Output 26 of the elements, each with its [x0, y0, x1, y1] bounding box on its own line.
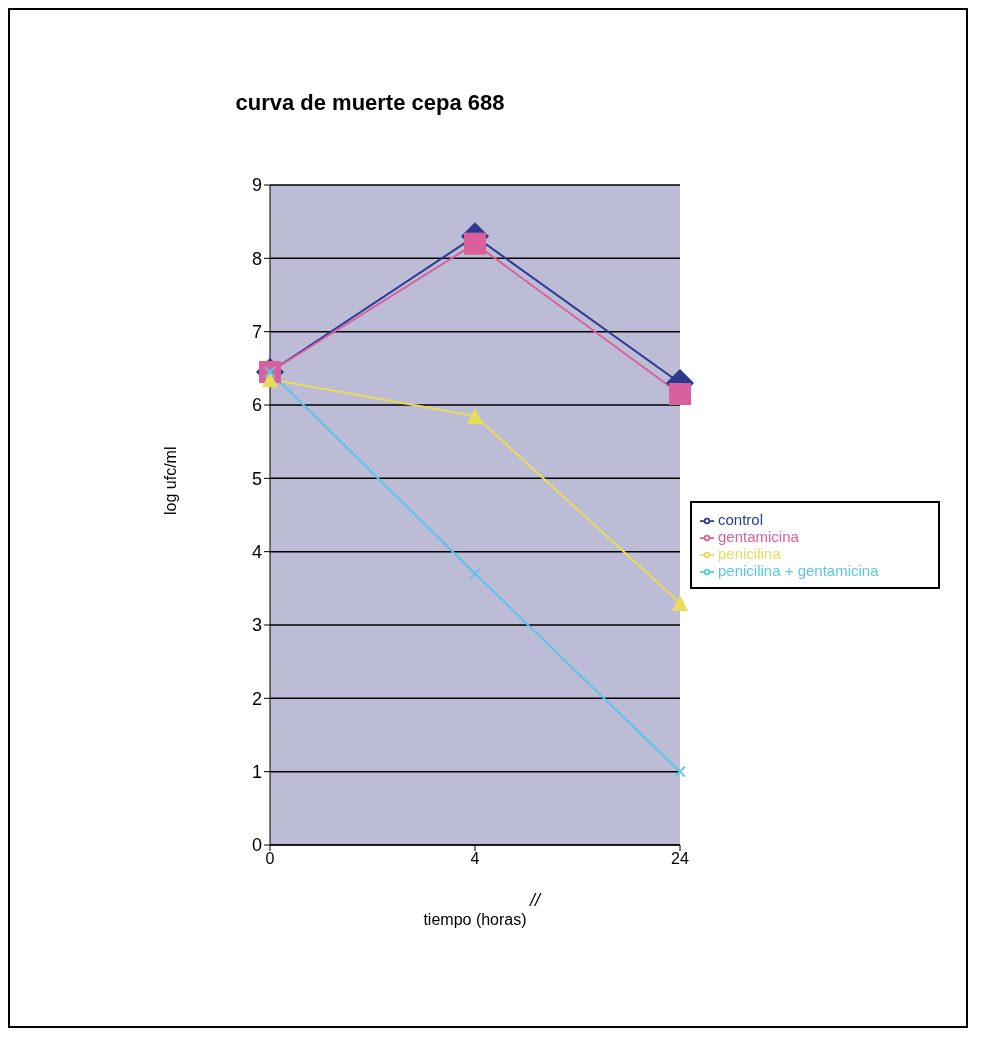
y-tick-label: 8: [251, 248, 262, 269]
legend-label: penicilina + gentamicina: [718, 562, 879, 580]
point: [669, 383, 691, 405]
y-tick-label: 7: [251, 322, 262, 343]
text: //: [530, 890, 541, 911]
point: [469, 567, 481, 580]
y-tick-label: 5: [251, 468, 262, 489]
y-tick-label: 6: [251, 395, 262, 416]
point: [467, 408, 483, 424]
y-axis-title: log ufc/ml: [161, 446, 179, 515]
chart-title: curva de muerte cepa 688: [234, 90, 506, 116]
legend-label: control: [718, 510, 764, 528]
y-tick-label: 1: [251, 762, 262, 783]
point: [672, 595, 688, 611]
y-tick-label: 9: [251, 175, 262, 196]
x-tick-label: 0: [265, 850, 275, 868]
point: [674, 765, 686, 778]
x-tick-label: 24: [671, 850, 689, 868]
y-tick-label: 4: [251, 542, 262, 563]
x-tick-label: 4: [470, 850, 480, 868]
legend-label: gentamicina: [718, 527, 799, 545]
x-axis-title: tiempo (horas): [423, 911, 527, 928]
y-tick-label: 2: [251, 688, 262, 709]
legend-label: penicilina: [718, 545, 781, 562]
y-tick-label: 3: [251, 615, 262, 636]
point: [464, 232, 486, 255]
